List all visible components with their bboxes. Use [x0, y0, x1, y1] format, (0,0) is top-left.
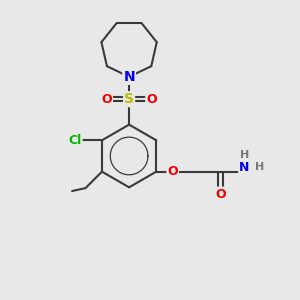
Text: H: H: [255, 162, 264, 172]
Text: S: S: [124, 92, 134, 106]
Text: O: O: [167, 165, 178, 178]
Text: N: N: [123, 70, 135, 84]
Text: N: N: [239, 161, 250, 174]
Text: O: O: [215, 188, 226, 200]
Text: O: O: [101, 93, 112, 106]
Text: Cl: Cl: [68, 134, 82, 147]
Text: H: H: [240, 150, 249, 160]
Text: O: O: [146, 93, 157, 106]
